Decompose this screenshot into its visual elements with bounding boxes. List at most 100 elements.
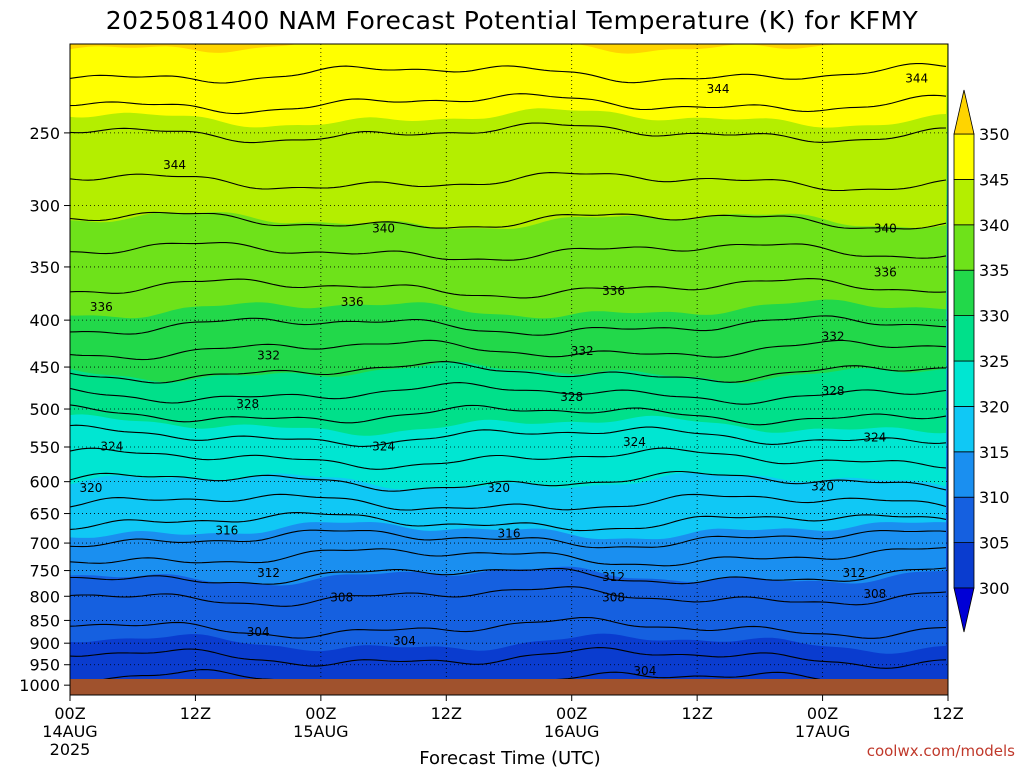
contour-label-20: 320 xyxy=(487,481,510,495)
y-tick-label-600: 600 xyxy=(29,473,60,492)
contour-label-10: 332 xyxy=(571,344,594,358)
contour-label-text: 340 xyxy=(874,222,897,236)
contour-label-21: 320 xyxy=(811,479,834,493)
contour-label-text: 328 xyxy=(236,397,259,411)
contour-label-text: 308 xyxy=(330,590,353,604)
contour-label-text: 332 xyxy=(822,330,845,344)
colorbar-label-325: 325 xyxy=(979,352,1010,371)
colorbar-label-305: 305 xyxy=(979,534,1010,553)
credit-text: coolwx.com/models xyxy=(867,742,1015,760)
contour-label-23: 316 xyxy=(498,526,521,540)
contour-330 xyxy=(70,361,947,384)
contour-label-29: 308 xyxy=(863,587,886,601)
colorbar-label-310: 310 xyxy=(979,488,1010,507)
contour-label-4: 340 xyxy=(874,222,897,236)
contour-304 xyxy=(70,647,947,669)
y-tick-label-1000: 1000 xyxy=(19,676,60,695)
contour-label-14: 328 xyxy=(822,384,845,398)
colorbar-seg-300 xyxy=(953,542,975,589)
contour-label-text: 320 xyxy=(79,481,102,495)
contour-342 xyxy=(70,172,947,192)
colorbar-seg-320 xyxy=(953,360,975,407)
contour-label-text: 324 xyxy=(863,430,886,444)
contour-320 xyxy=(70,470,947,492)
contour-label-text: 332 xyxy=(571,344,594,358)
plot-frame xyxy=(69,43,949,696)
contour-label-text: 344 xyxy=(163,158,186,172)
x-tick-label: 00Z xyxy=(807,704,838,723)
contour-346 xyxy=(70,93,947,115)
colorbar-seg-345 xyxy=(953,133,975,180)
contour-334 xyxy=(70,315,947,336)
contour-label-text: 344 xyxy=(905,71,928,85)
band-350 xyxy=(70,44,850,54)
y-tick-label-350: 350 xyxy=(29,258,60,277)
colorbar-seg-330 xyxy=(953,269,975,317)
y-tick-label-650: 650 xyxy=(29,505,60,524)
contour-340 xyxy=(70,211,947,230)
contour-label-11: 332 xyxy=(822,330,845,344)
colorbar-seg-305 xyxy=(953,496,975,544)
contour-label-text: 312 xyxy=(842,566,865,580)
x-tick-label: 12Z xyxy=(431,704,462,723)
contour-label-text: 328 xyxy=(560,390,583,404)
contour-label-27: 308 xyxy=(330,590,353,604)
contour-label-13: 328 xyxy=(560,390,583,404)
y-tick-label-750: 750 xyxy=(29,562,60,581)
y-tick-label-300: 300 xyxy=(29,197,60,216)
contour-label-28: 308 xyxy=(602,590,625,604)
contour-label-26: 312 xyxy=(842,566,865,580)
colorbar-label-315: 315 xyxy=(979,443,1010,462)
contour-label-text: 324 xyxy=(100,439,123,453)
contour-316 xyxy=(70,512,947,532)
y-tick-label-450: 450 xyxy=(29,358,60,377)
contour-336 xyxy=(70,278,947,299)
y-axis: 250 300 350 400 450 500 550 600 650 700 750 800 850 9… xyxy=(19,124,70,695)
x-tick-label: 12Z xyxy=(681,704,712,723)
contour-306 xyxy=(70,616,947,639)
colorbar-extend-top xyxy=(953,89,975,135)
colorbar-label-350: 350 xyxy=(979,125,1010,144)
contour-label-0: 344 xyxy=(163,158,186,172)
x-tick-date: 16AUG xyxy=(544,722,599,741)
y-tick-label-550: 550 xyxy=(29,438,60,457)
contour-314 xyxy=(70,529,947,549)
y-tick-label-400: 400 xyxy=(29,311,60,330)
contour-label-text: 316 xyxy=(215,523,238,537)
contour-label-text: 304 xyxy=(393,634,416,648)
contour-324 xyxy=(70,424,947,447)
colorbar-seg-325 xyxy=(953,315,975,362)
y-tick-label-900: 900 xyxy=(29,634,60,653)
contour-label-text: 336 xyxy=(874,266,897,280)
contour-label-text: 344 xyxy=(707,82,730,96)
contour-label-12: 328 xyxy=(236,397,259,411)
contour-label-19: 320 xyxy=(79,481,102,495)
plot-area: 344 344 344 340 340 336 336 336 336 332 332 332 328 3… xyxy=(69,43,949,696)
contour-label-text: 304 xyxy=(247,625,270,639)
contour-label-6: 336 xyxy=(341,295,364,309)
y-tick-label-700: 700 xyxy=(29,534,60,553)
x-tick-label: 00Z xyxy=(54,704,85,723)
colorbar-seg-340 xyxy=(953,178,975,226)
x-tick-date: 17AUG xyxy=(795,722,850,741)
colorbar-extend-bottom xyxy=(953,587,975,633)
colorbar-label-320: 320 xyxy=(979,397,1010,416)
contour-label-text: 312 xyxy=(257,566,280,580)
contour-322 xyxy=(70,447,947,470)
contour-label-text: 340 xyxy=(372,222,395,236)
y-tick-label-800: 800 xyxy=(29,587,60,606)
chart-title: 2025081400 NAM Forecast Potential Temper… xyxy=(106,6,919,35)
contour-label-9: 332 xyxy=(257,348,280,362)
contour-label-text: 320 xyxy=(811,479,834,493)
contour-labels: 344 344 344 340 340 336 336 336 336 332 332 332 328 3… xyxy=(79,71,928,678)
contour-label-text: 308 xyxy=(863,587,886,601)
contour-label-text: 336 xyxy=(341,295,364,309)
contour-label-22: 316 xyxy=(215,523,238,537)
x-tick-date: 15AUG xyxy=(293,722,348,741)
contour-308 xyxy=(70,586,947,607)
contour-328 xyxy=(70,382,947,405)
contour-label-30: 304 xyxy=(247,625,270,639)
contour-label-5: 336 xyxy=(90,300,113,314)
